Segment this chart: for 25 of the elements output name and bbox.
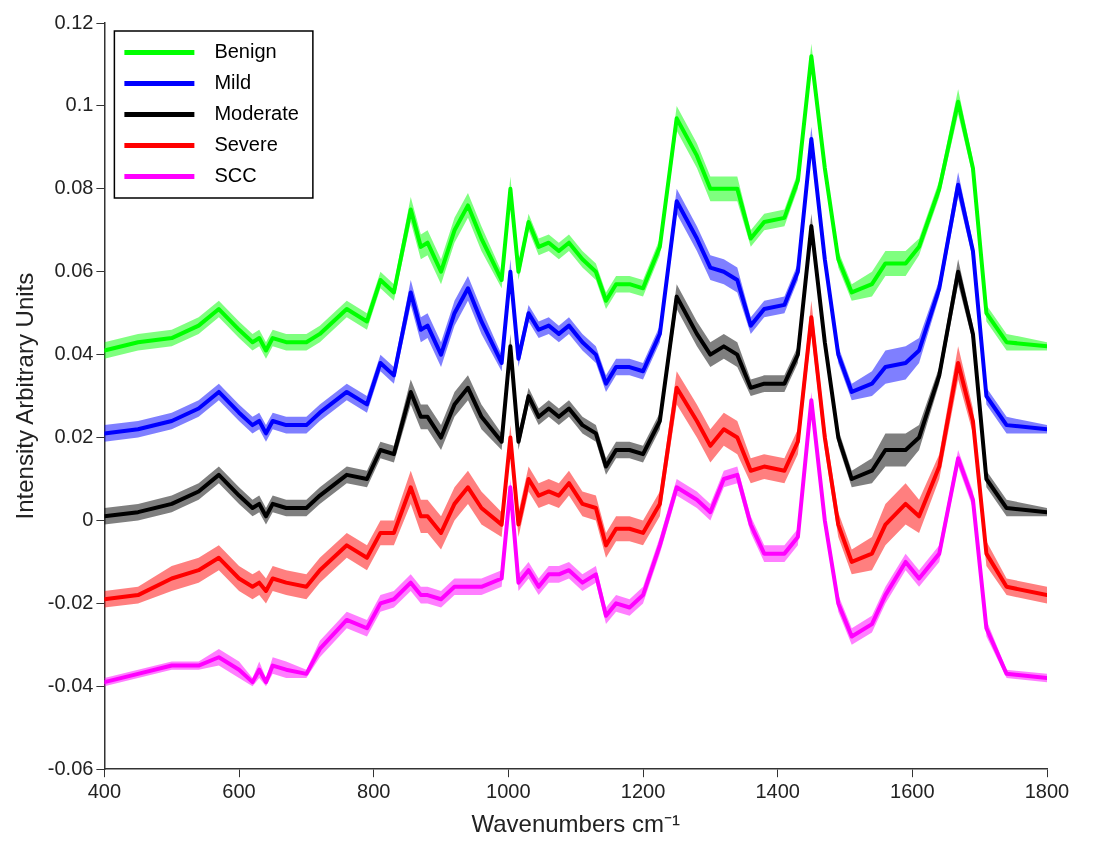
x-tick-label: 1400 [755,779,800,802]
y-tick-label: 0.12 [54,10,94,33]
legend-label: SCC [214,164,257,187]
y-tick-label: -0.06 [47,756,94,779]
x-axis-title: Wavenumbers cm⁻¹ [471,810,680,838]
y-tick-label: -0.04 [47,673,94,696]
y-tick-label: 0.08 [54,176,94,199]
y-tick-label: -0.02 [47,590,94,613]
legend-label: Benign [214,40,277,63]
y-tick-label: 0.06 [54,259,94,282]
x-tick-label: 600 [222,779,256,802]
x-tick-label: 1800 [1024,779,1070,802]
x-tick-label: 800 [357,779,391,802]
x-tick-label: 1200 [620,779,666,802]
x-tick-label: 1000 [486,779,531,802]
x-tick-label: 1600 [890,779,935,802]
y-tick-label: 0.1 [65,93,94,116]
x-tick-label: 400 [87,779,122,802]
y-tick-label: 0 [82,507,94,530]
y-tick-label: 0.04 [54,342,94,365]
legend-label: Severe [214,133,278,156]
y-axis-title: Intensity Arbitrary Units [11,272,39,520]
legend-label: Moderate [214,102,299,125]
y-tick-label: 0.02 [54,425,94,448]
legend-label: Mild [214,71,252,94]
